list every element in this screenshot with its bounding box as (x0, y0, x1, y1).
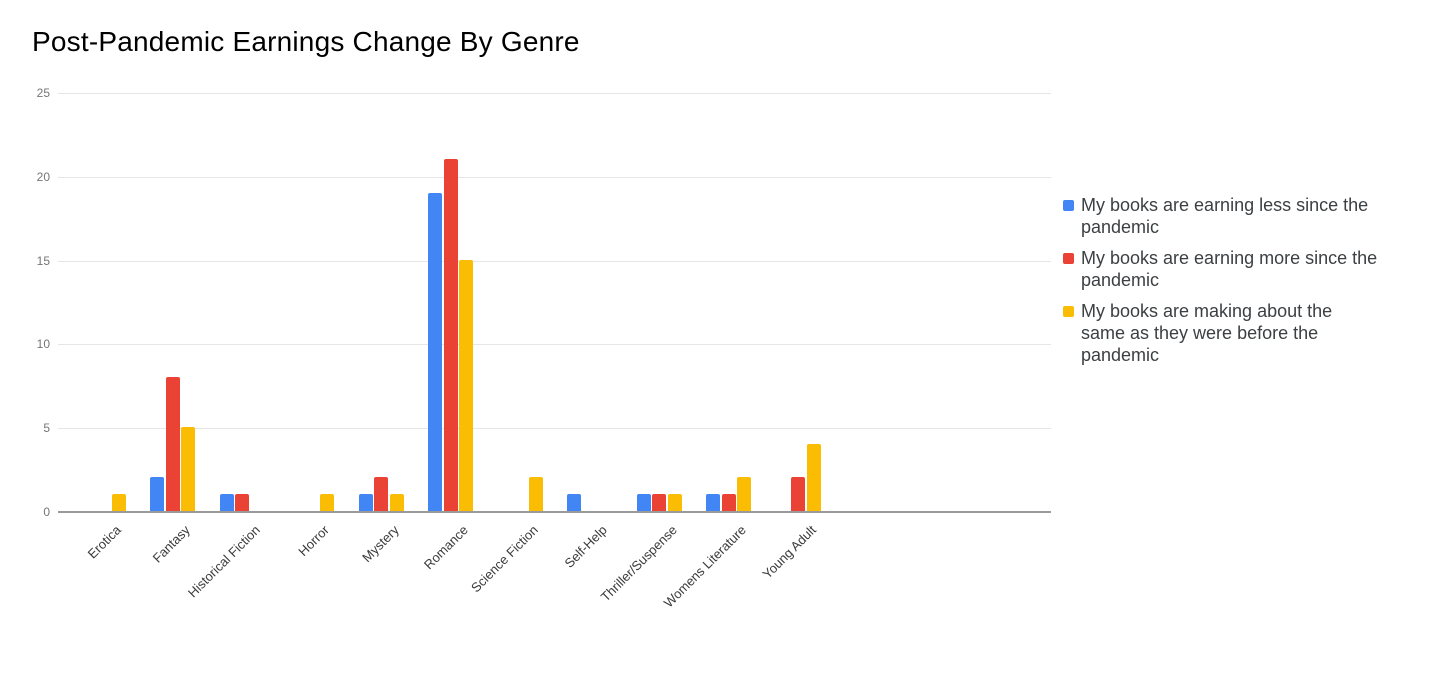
legend-label-line: My books are earning less since the (1081, 195, 1369, 215)
legend: My books are earning less since the pand… (1063, 194, 1430, 375)
y-tick-label-10: 10 (36, 337, 50, 352)
bar-science-fiction-same (528, 477, 543, 511)
bar-womens-literature-same (737, 477, 752, 511)
bar-historical-fiction-less (219, 494, 234, 511)
chart-title: Post-Pandemic Earnings Change By Genre (32, 26, 580, 57)
legend-swatch-blue-icon (1063, 200, 1074, 211)
bar-erotica-same (111, 494, 126, 511)
legend-item-earning-more: My books are earning more since the pand… (1063, 247, 1430, 291)
gridline-10 (58, 344, 1051, 346)
bar-mystery-more (374, 477, 389, 511)
legend-swatch-red-icon (1063, 253, 1074, 264)
x-axis-label-fantasy: Fantasy (149, 522, 193, 566)
bar-horror-same (320, 494, 335, 511)
x-axis-label-horror: Horror (295, 522, 332, 559)
bar-fantasy-same (181, 427, 196, 511)
gridline-15 (58, 260, 1051, 262)
legend-item-earning-same: My books are making about the same as th… (1063, 300, 1430, 366)
bar-young-adult-same (806, 443, 821, 511)
bar-romance-more (443, 159, 458, 511)
legend-item-earning-less: My books are earning less since the pand… (1063, 194, 1430, 238)
legend-label-line: same as they were before the (1081, 323, 1319, 343)
bar-thriller-suspense-same (667, 494, 682, 511)
legend-item-label: My books are earning more since the pand… (1081, 247, 1377, 291)
y-tick-label-5: 5 (43, 421, 50, 436)
legend-label-line: pandemic (1081, 217, 1160, 237)
gridline-25 (58, 93, 1051, 94)
bar-womens-literature-more (721, 494, 736, 511)
x-axis-label-womens-literature: Womens Literature (660, 522, 749, 611)
x-axis-label-self-help: Self-Help (561, 522, 610, 571)
bar-thriller-suspense-less (636, 494, 651, 511)
legend-label-line: My books are making about the (1081, 301, 1333, 321)
bar-historical-fiction-more (235, 494, 250, 511)
y-tick-label-15: 15 (36, 253, 50, 268)
y-tick-label-25: 25 (36, 86, 50, 100)
gridline-5 (58, 428, 1051, 430)
legend-label-line: pandemic (1081, 345, 1160, 365)
bar-womens-literature-less (706, 494, 721, 511)
x-axis-label-young-adult: Young Adult (759, 522, 819, 582)
y-tick-label-0: 0 (43, 505, 50, 519)
bar-young-adult-more (791, 477, 806, 511)
legend-label-line: pandemic (1081, 270, 1160, 290)
bar-fantasy-more (165, 376, 180, 511)
y-tick-label-20: 20 (36, 169, 50, 184)
x-axis-line (58, 511, 1051, 513)
legend-label-line: My books are earning more since the (1081, 248, 1378, 268)
x-axis-label-romance: Romance (420, 522, 471, 573)
legend-item-label: My books are earning less since the pand… (1081, 194, 1368, 238)
legend-swatch-yellow-icon (1063, 306, 1074, 317)
bar-thriller-suspense-more (652, 494, 667, 511)
bar-self-help-less (567, 494, 582, 511)
bar-romance-same (459, 259, 474, 511)
bar-romance-less (428, 192, 443, 511)
chart-canvas: Post-Pandemic Earnings Change By Genre 0… (32, 26, 1430, 611)
bar-mystery-less (358, 494, 373, 511)
gridline-20 (58, 176, 1051, 178)
legend-item-label: My books are making about the same as th… (1081, 300, 1332, 366)
plot-area (58, 93, 1051, 513)
bar-mystery-same (389, 494, 404, 511)
bar-fantasy-less (150, 477, 165, 511)
